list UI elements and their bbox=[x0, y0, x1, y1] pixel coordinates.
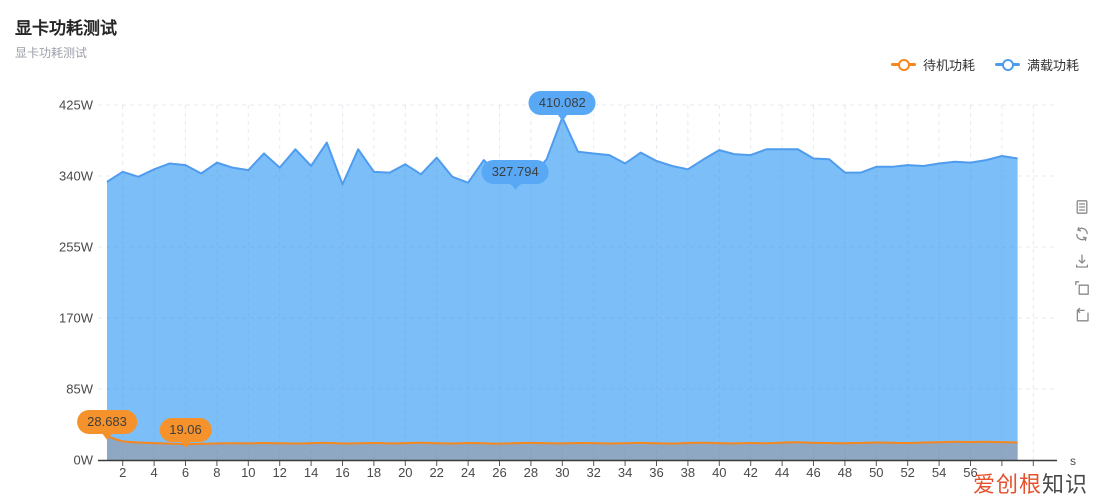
x-tick-label: 22 bbox=[429, 465, 443, 480]
x-tick-label: 26 bbox=[492, 465, 506, 480]
markpoint-fullload-max: 410.082 bbox=[528, 91, 596, 116]
y-tick-label: 340W bbox=[59, 169, 94, 184]
markpoint-fullload-min: 327.794 bbox=[481, 160, 549, 185]
page-title: 显卡功耗测试 bbox=[15, 19, 117, 38]
y-tick-label: 0W bbox=[74, 453, 94, 468]
x-tick-label: 16 bbox=[335, 465, 349, 480]
markpoint-standby-min: 19.06 bbox=[159, 418, 212, 443]
x-tick-label: 40 bbox=[712, 465, 726, 480]
x-tick-label: 42 bbox=[743, 465, 757, 480]
x-tick-label: 12 bbox=[272, 465, 286, 480]
standby-area bbox=[107, 436, 1018, 460]
x-tick-label: 54 bbox=[932, 465, 946, 480]
watermark-highlight: 爱创根 bbox=[973, 472, 1043, 497]
x-tick-label: 6 bbox=[182, 465, 189, 480]
legend: 待机功耗 满载功耗 bbox=[891, 55, 1079, 74]
data-view-icon[interactable] bbox=[1074, 199, 1090, 215]
y-tick-label: 85W bbox=[66, 382, 93, 397]
x-tick-label: 50 bbox=[869, 465, 883, 480]
legend-label-standby: 待机功耗 bbox=[923, 58, 976, 73]
x-tick-label: 2 bbox=[119, 465, 126, 480]
y-tick-label: 425W bbox=[59, 98, 94, 113]
legend-dot-standby-icon bbox=[897, 58, 910, 71]
zoom-reset-icon[interactable] bbox=[1074, 307, 1090, 323]
fullload-area bbox=[107, 117, 1018, 461]
refresh-restore-icon[interactable] bbox=[1074, 226, 1090, 242]
y-tick-label: 170W bbox=[59, 311, 94, 326]
x-tick-label: 8 bbox=[213, 465, 220, 480]
x-tick-label: 18 bbox=[367, 465, 381, 480]
x-tick-label: 30 bbox=[555, 465, 569, 480]
y-tick-label: 255W bbox=[59, 240, 94, 255]
x-tick-label: 52 bbox=[900, 465, 914, 480]
page-subtitle: 显卡功耗测试 bbox=[15, 46, 88, 60]
x-tick-label: 4 bbox=[150, 465, 157, 480]
x-tick-label: 24 bbox=[461, 465, 475, 480]
x-tick-label: 38 bbox=[681, 465, 695, 480]
markpoint-standby-max: 28.683 bbox=[77, 410, 137, 435]
x-tick-label: 10 bbox=[241, 465, 255, 480]
legend-dot-fullload-icon bbox=[1001, 58, 1014, 71]
legend-item-fullload-power[interactable]: 满载功耗 bbox=[995, 55, 1079, 74]
x-tick-label: 44 bbox=[775, 465, 789, 480]
x-tick-label: 32 bbox=[586, 465, 600, 480]
legend-marker-fullload-icon bbox=[995, 58, 1021, 71]
data-zoom-icon[interactable] bbox=[1074, 280, 1090, 296]
x-tick-label: 36 bbox=[649, 465, 663, 480]
toolbox bbox=[1074, 199, 1090, 323]
standby-line bbox=[106, 435, 1018, 446]
x-tick-label: 14 bbox=[304, 465, 318, 480]
x-tick-label: 46 bbox=[806, 465, 820, 480]
x-axis-unit-label: s bbox=[1070, 454, 1076, 468]
x-tick-label: 20 bbox=[398, 465, 412, 480]
legend-marker-standby-icon bbox=[891, 58, 916, 71]
watermark: 爱创根知识网 bbox=[973, 467, 1110, 501]
x-tick-label: 48 bbox=[838, 465, 852, 480]
x-tick-label: 34 bbox=[618, 465, 632, 480]
legend-item-standby-power[interactable]: 待机功耗 bbox=[891, 55, 975, 74]
save-image-download-icon[interactable] bbox=[1074, 253, 1090, 269]
x-tick-label: 28 bbox=[524, 465, 538, 480]
watermark-rest: 知识网 bbox=[1042, 472, 1089, 497]
x-tick-label: 56 bbox=[963, 465, 977, 480]
legend-label-fullload: 满载功耗 bbox=[1027, 58, 1080, 73]
